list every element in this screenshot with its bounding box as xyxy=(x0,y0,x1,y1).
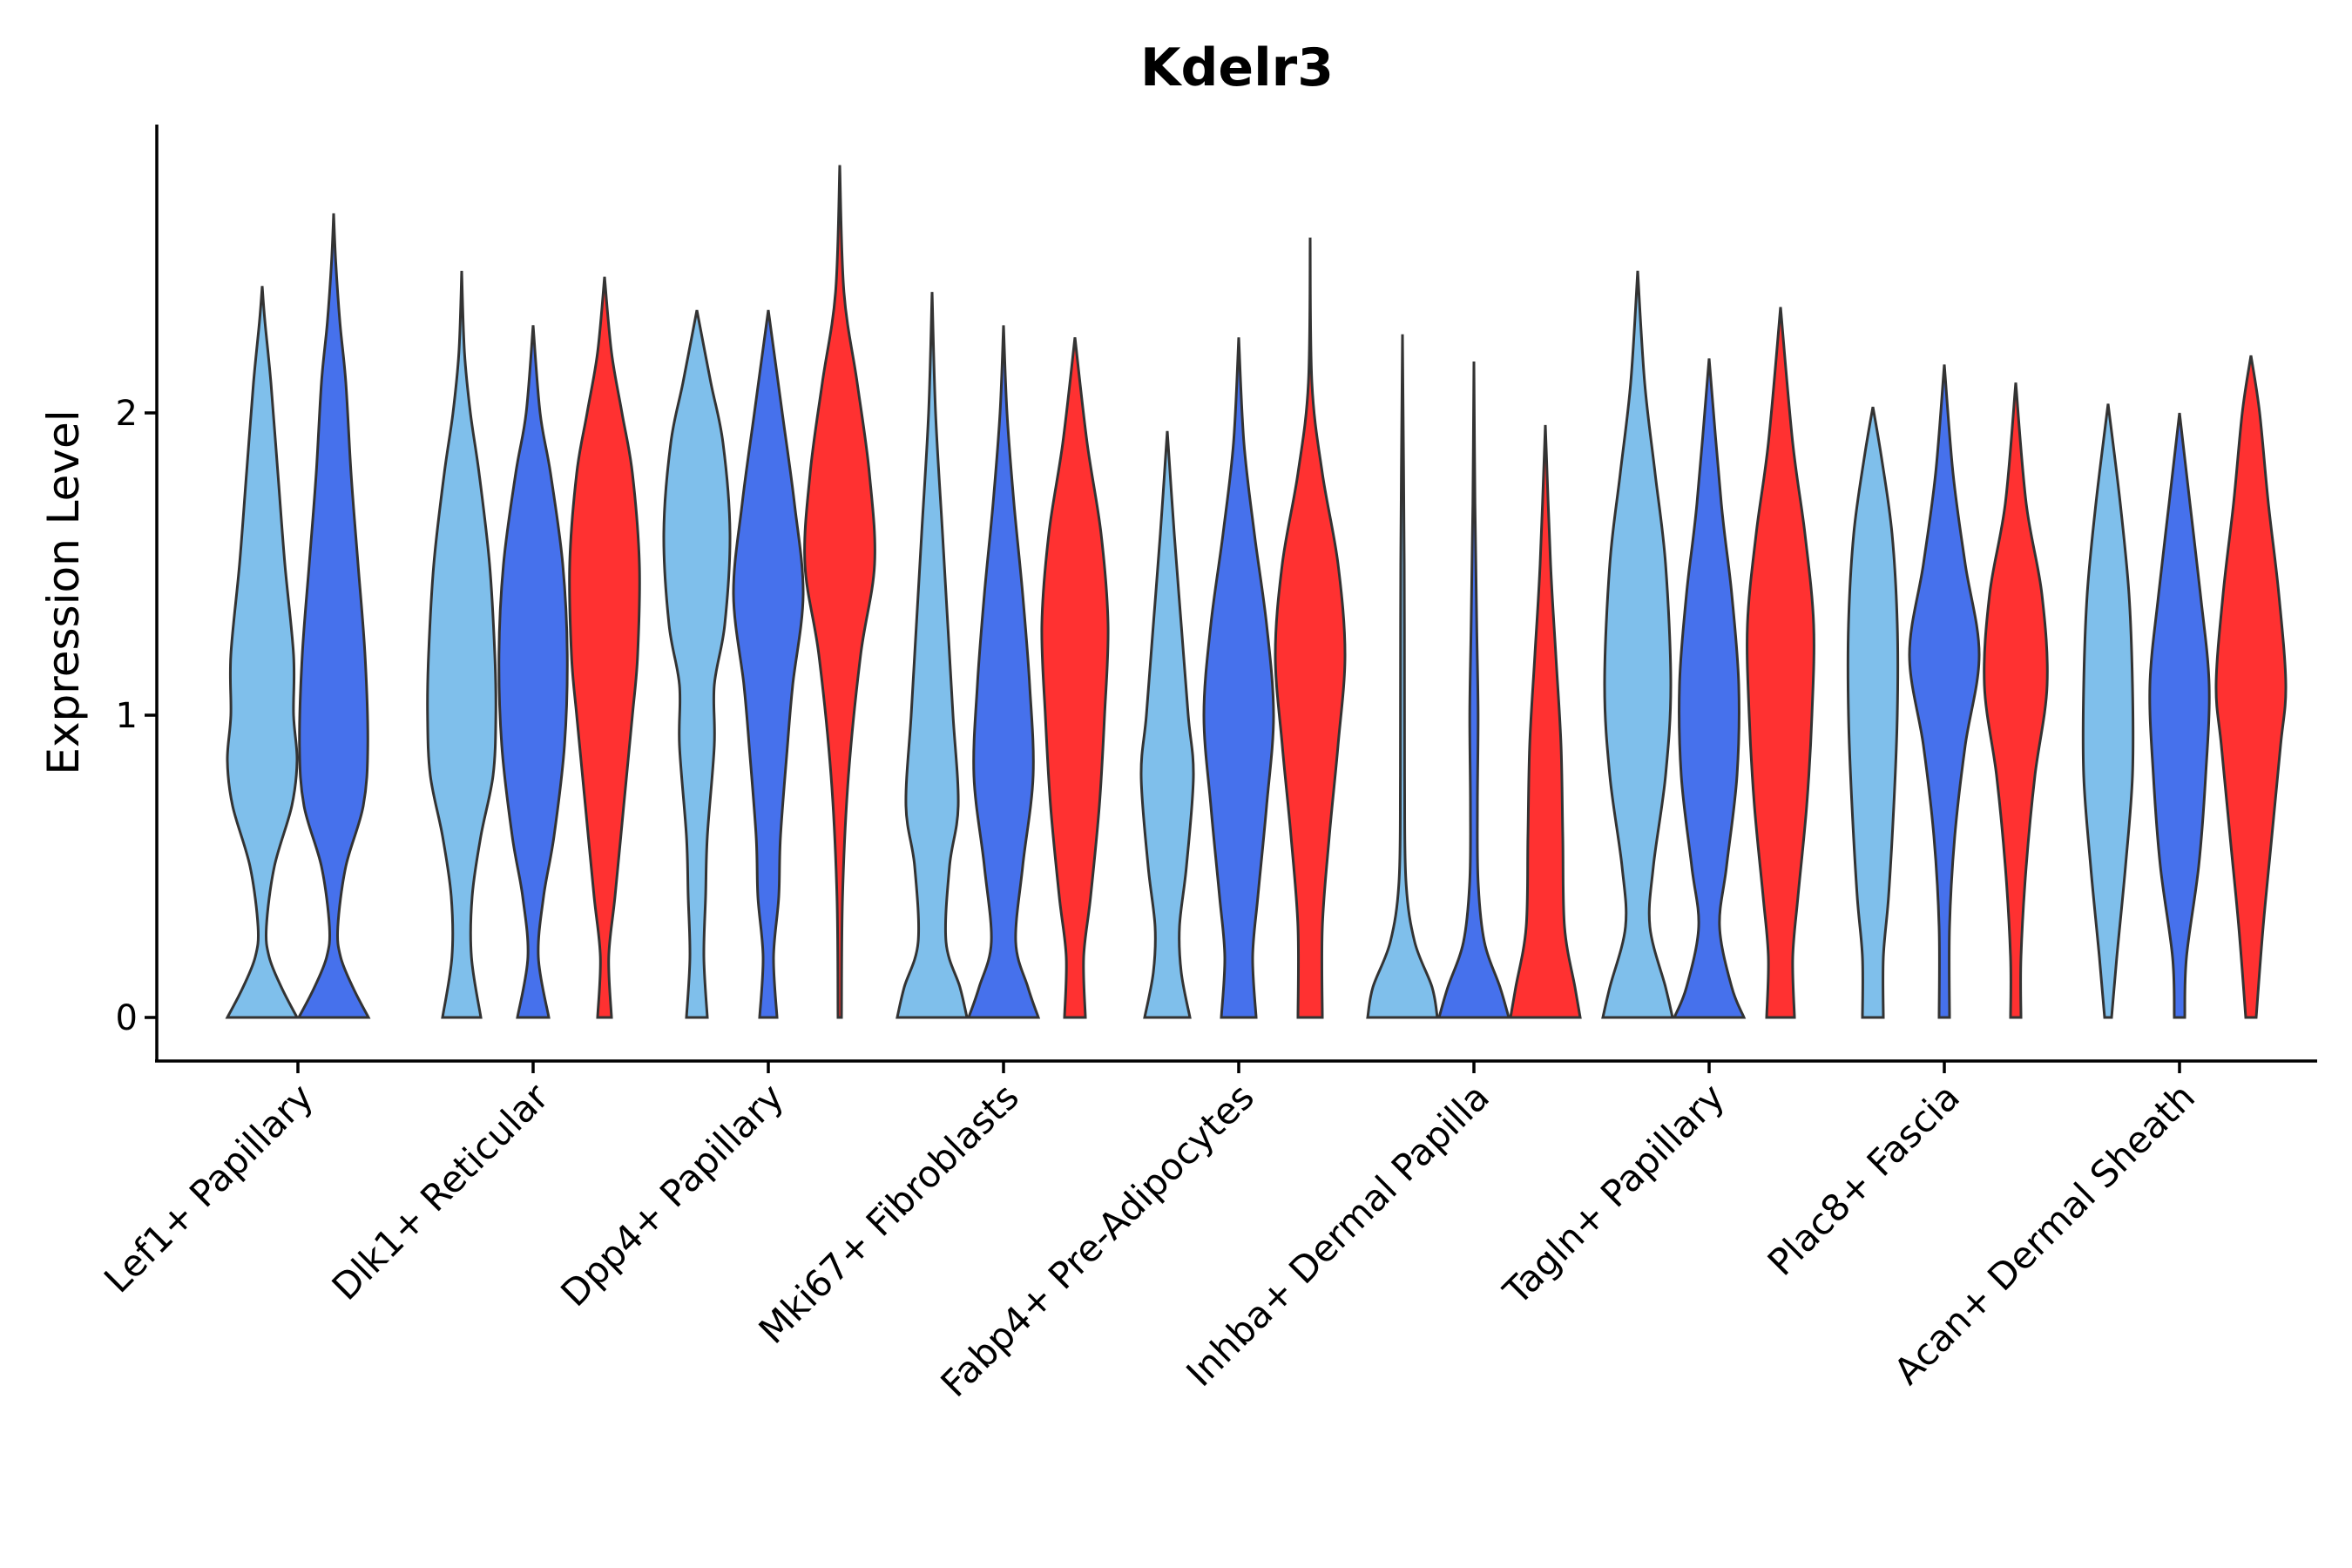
violin-fabp4-pre-adipocytes-g2 xyxy=(1274,237,1347,1019)
violin-lef1-papillary-g0 xyxy=(225,286,300,1019)
violin-fabp4-pre-adipocytes-g1 xyxy=(1202,337,1275,1019)
violin-plac8-fascia-g2 xyxy=(1983,382,2049,1019)
violin-dpp4-papillary-g1 xyxy=(732,309,805,1019)
violin-dpp4-papillary-g0 xyxy=(662,309,732,1019)
violin-mki67-fibroblasts-g0 xyxy=(896,292,969,1019)
violin-plac8-fascia-g1 xyxy=(1908,364,1981,1019)
violin-fabp4-pre-adipocytes-g0 xyxy=(1139,430,1195,1019)
violin-acan-dermal-sheath-g2 xyxy=(2214,355,2288,1019)
x-tick-label: Plac8+ Fascia xyxy=(1760,1075,1968,1283)
violins-layer xyxy=(225,165,2288,1019)
violin-dlk1-reticular-g1 xyxy=(497,325,569,1019)
y-ticks: 0 1 2 xyxy=(116,394,157,1038)
violin-inhba-dermal-papilla-g0 xyxy=(1366,334,1439,1019)
violin-acan-dermal-sheath-g1 xyxy=(2148,412,2211,1019)
violin-tagln-papillary-g0 xyxy=(1601,270,1674,1019)
violin-mki67-fibroblasts-g1 xyxy=(966,325,1041,1019)
y-axis-label: Expression Level xyxy=(38,409,89,774)
violin-tagln-papillary-g2 xyxy=(1746,307,1815,1019)
violin-inhba-dermal-papilla-g2 xyxy=(1509,424,1582,1019)
y-tick-label: 0 xyxy=(116,998,138,1038)
violin-acan-dermal-sheath-g0 xyxy=(2081,403,2135,1019)
x-tick-label: Lef1+ Papillary xyxy=(96,1075,321,1301)
chart-title: Kdelr3 xyxy=(1140,37,1334,98)
x-tick-label: Tagln+ Papillary xyxy=(1495,1075,1733,1313)
x-tick-label: Dpp4+ Papillary xyxy=(552,1075,792,1315)
violin-tagln-papillary-g1 xyxy=(1672,358,1747,1019)
violin-mki67-fibroblasts-g2 xyxy=(1040,337,1110,1019)
y-tick-label: 2 xyxy=(116,394,138,434)
x-tick-label: Mki67+ Fibroblasts xyxy=(751,1075,1027,1351)
violin-dpp4-papillary-g2 xyxy=(803,165,876,1019)
x-tick-label: Dlk1+ Reticular xyxy=(324,1075,558,1308)
y-tick-label: 1 xyxy=(116,696,138,736)
violin-lef1-papillary-g1 xyxy=(296,213,371,1019)
violin-plac8-fascia-g0 xyxy=(1846,406,1900,1019)
violin-dlk1-reticular-g0 xyxy=(426,270,497,1019)
violin-dlk1-reticular-g2 xyxy=(568,276,641,1019)
violin-inhba-dermal-papilla-g1 xyxy=(1436,361,1511,1019)
